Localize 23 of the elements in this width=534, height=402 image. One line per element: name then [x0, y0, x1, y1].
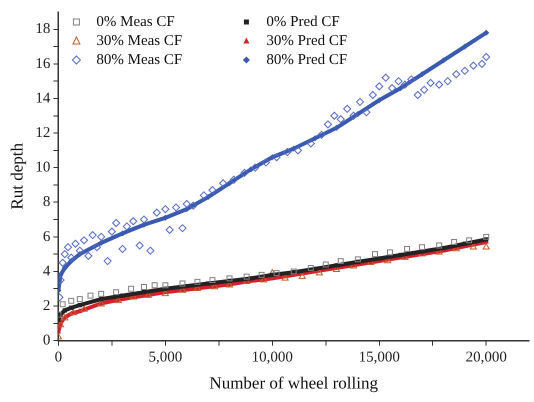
x-axis-title: Number of wheel rolling — [209, 373, 378, 392]
y-tick-label: 6 — [42, 228, 51, 245]
x-tick-label: 15,000 — [358, 350, 400, 366]
legend-label: 30% Pred CF — [266, 32, 348, 49]
legend-label: 80% Meas CF — [96, 52, 182, 68]
legend-label: 0% Meas CF — [96, 14, 175, 30]
y-tick-label: 8 — [42, 194, 50, 210]
x-tick-label: 10,000 — [252, 350, 293, 366]
y-tick-label: 0 — [42, 332, 50, 349]
y-tick-label: 10 — [35, 160, 50, 176]
x-tick-label: 20,000 — [466, 350, 507, 366]
y-tick-label: 2 — [42, 298, 50, 314]
y-tick-label: 18 — [35, 21, 50, 38]
y-axis-title: Rut depth — [8, 142, 27, 210]
y-tick-label: 12 — [35, 125, 50, 141]
x-tick-label: 5,000 — [148, 350, 182, 366]
x-tick-label: 0 — [54, 350, 62, 366]
legend-label: 80% Pred CF — [266, 52, 348, 68]
y-tick-label: 14 — [35, 90, 51, 106]
y-tick-label: 4 — [42, 263, 51, 280]
legend-label: 0% Pred CF — [266, 14, 340, 30]
y-tick-label: 16 — [35, 56, 51, 72]
legend-label: 30% Meas CF — [96, 32, 182, 49]
